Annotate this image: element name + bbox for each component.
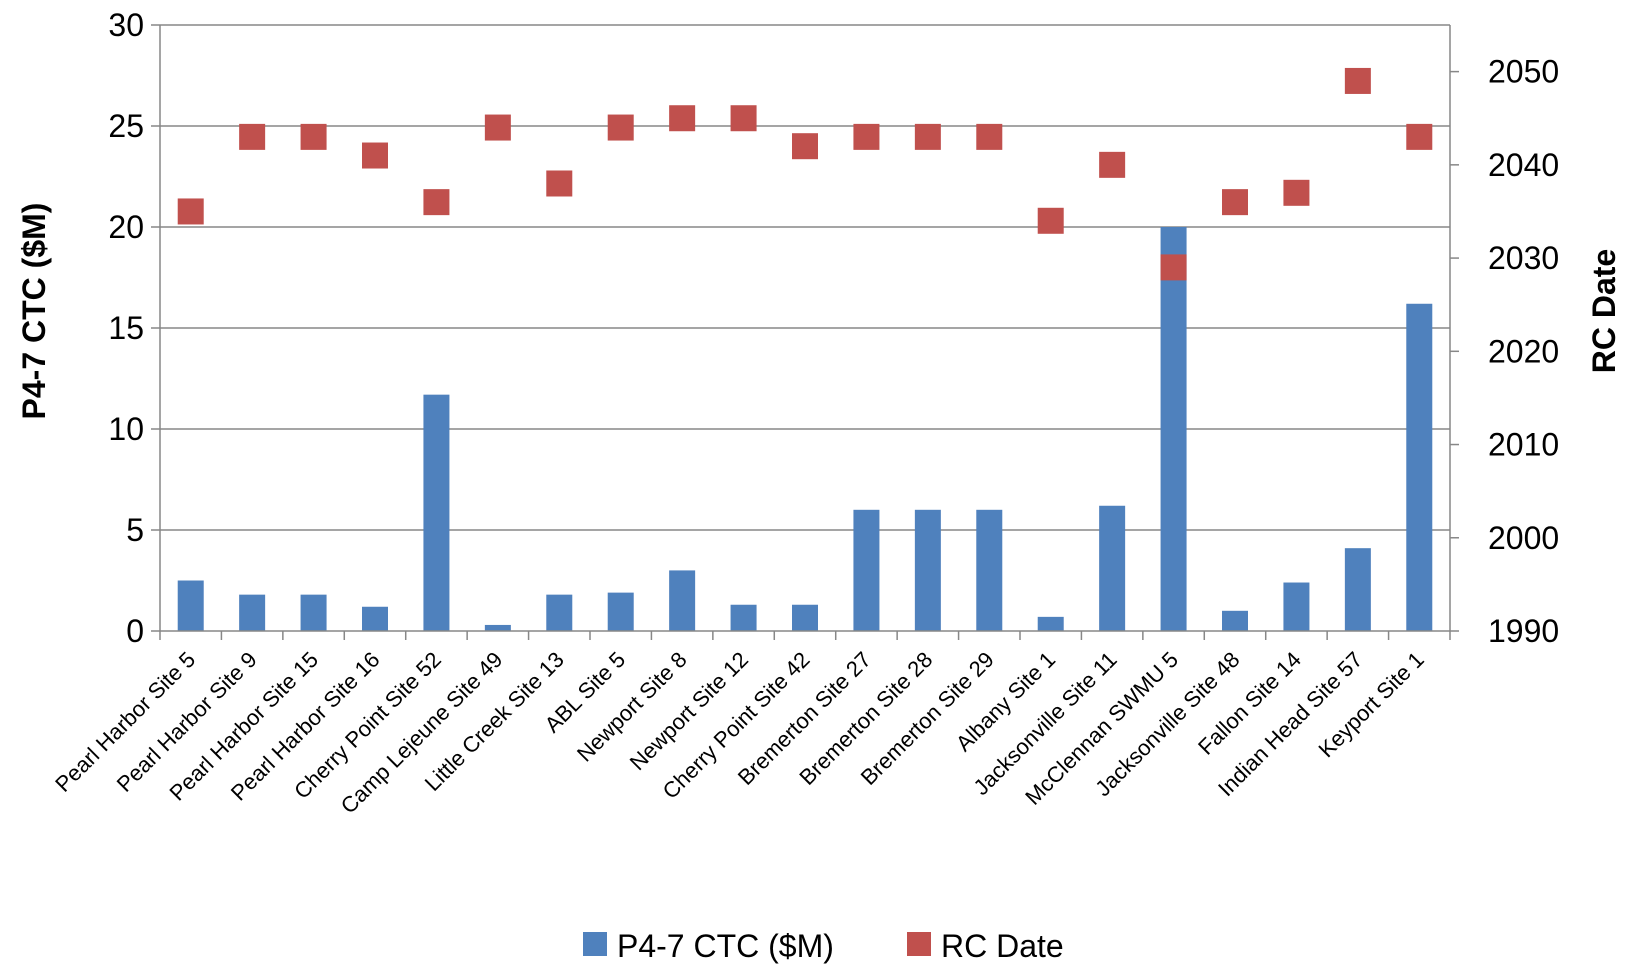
category-label: Newport Site 8 bbox=[572, 647, 692, 767]
right-tick-label: 2010 bbox=[1488, 427, 1559, 463]
scatter-point bbox=[239, 123, 266, 150]
bar bbox=[177, 580, 204, 631]
scatter-point bbox=[976, 123, 1003, 150]
bar bbox=[300, 594, 327, 631]
left-tick-label: 10 bbox=[108, 411, 144, 447]
left-tick-label: 20 bbox=[108, 209, 144, 245]
scatter-point bbox=[1344, 67, 1371, 94]
axes bbox=[151, 24, 1459, 640]
gridlines bbox=[160, 24, 1450, 531]
left-axis-title: P4-7 CTC ($M) bbox=[16, 203, 52, 420]
bar bbox=[1099, 505, 1126, 631]
scatter-series bbox=[177, 67, 1433, 281]
scatter-point bbox=[792, 133, 818, 160]
bar bbox=[607, 592, 634, 631]
scatter-point bbox=[1283, 179, 1310, 206]
left-tick-label: 0 bbox=[126, 613, 144, 649]
bar bbox=[546, 594, 573, 631]
right-tick-label: 2050 bbox=[1488, 54, 1559, 90]
bar bbox=[1037, 616, 1064, 631]
bar bbox=[792, 604, 818, 631]
left-axis-ticks: 0 5 10 15 20 25 30 bbox=[108, 7, 144, 649]
scatter-point bbox=[914, 123, 941, 150]
scatter-point bbox=[546, 170, 573, 197]
bar bbox=[669, 570, 696, 631]
scatter-point bbox=[177, 198, 204, 225]
left-tick-label: 30 bbox=[108, 7, 144, 43]
scatter-point bbox=[1037, 207, 1064, 234]
bar bbox=[1222, 610, 1248, 631]
left-tick-label: 5 bbox=[126, 512, 144, 548]
category-label: Keyport Site 1 bbox=[1313, 647, 1428, 762]
legend-label-bar: P4-7 CTC ($M) bbox=[617, 928, 834, 964]
bar bbox=[914, 509, 941, 631]
bar bbox=[1160, 227, 1187, 631]
right-axis-title: RC Date bbox=[1586, 249, 1622, 373]
bar bbox=[423, 394, 450, 631]
left-tick-label: 15 bbox=[108, 310, 144, 346]
scatter-point bbox=[300, 123, 327, 150]
scatter-point bbox=[607, 114, 634, 141]
left-tick-label: 25 bbox=[108, 108, 144, 144]
scatter-point bbox=[362, 142, 388, 169]
right-tick-label: 2040 bbox=[1488, 147, 1559, 183]
right-axis-ticks: 1990 2000 2010 2020 2030 2040 2050 bbox=[1488, 54, 1559, 649]
scatter-point bbox=[669, 105, 696, 132]
legend: P4-7 CTC ($M) RC Date bbox=[583, 928, 1064, 964]
right-tick-label: 2030 bbox=[1488, 240, 1559, 276]
scatter-point bbox=[1406, 123, 1433, 150]
legend-swatch-scatter bbox=[907, 932, 931, 956]
bar bbox=[1283, 582, 1310, 631]
bar bbox=[239, 594, 266, 631]
scatter-point bbox=[853, 123, 880, 150]
bar bbox=[362, 606, 388, 631]
scatter-point bbox=[423, 189, 450, 216]
legend-label-scatter: RC Date bbox=[941, 928, 1064, 964]
scatter-point bbox=[1160, 254, 1187, 281]
legend-swatch-bar bbox=[583, 932, 607, 956]
bar bbox=[1406, 303, 1433, 631]
bar bbox=[730, 604, 757, 631]
scatter-point bbox=[484, 114, 511, 141]
bar bbox=[484, 624, 511, 631]
scatter-point bbox=[1222, 189, 1248, 216]
bar bbox=[976, 509, 1003, 631]
scatter-point bbox=[730, 105, 757, 132]
bar-series bbox=[177, 227, 1433, 631]
scatter-point bbox=[1099, 151, 1126, 178]
right-tick-label: 2000 bbox=[1488, 520, 1559, 556]
right-tick-label: 2020 bbox=[1488, 333, 1559, 369]
bar bbox=[1344, 548, 1371, 631]
bar bbox=[853, 509, 880, 631]
right-tick-label: 1990 bbox=[1488, 613, 1559, 649]
